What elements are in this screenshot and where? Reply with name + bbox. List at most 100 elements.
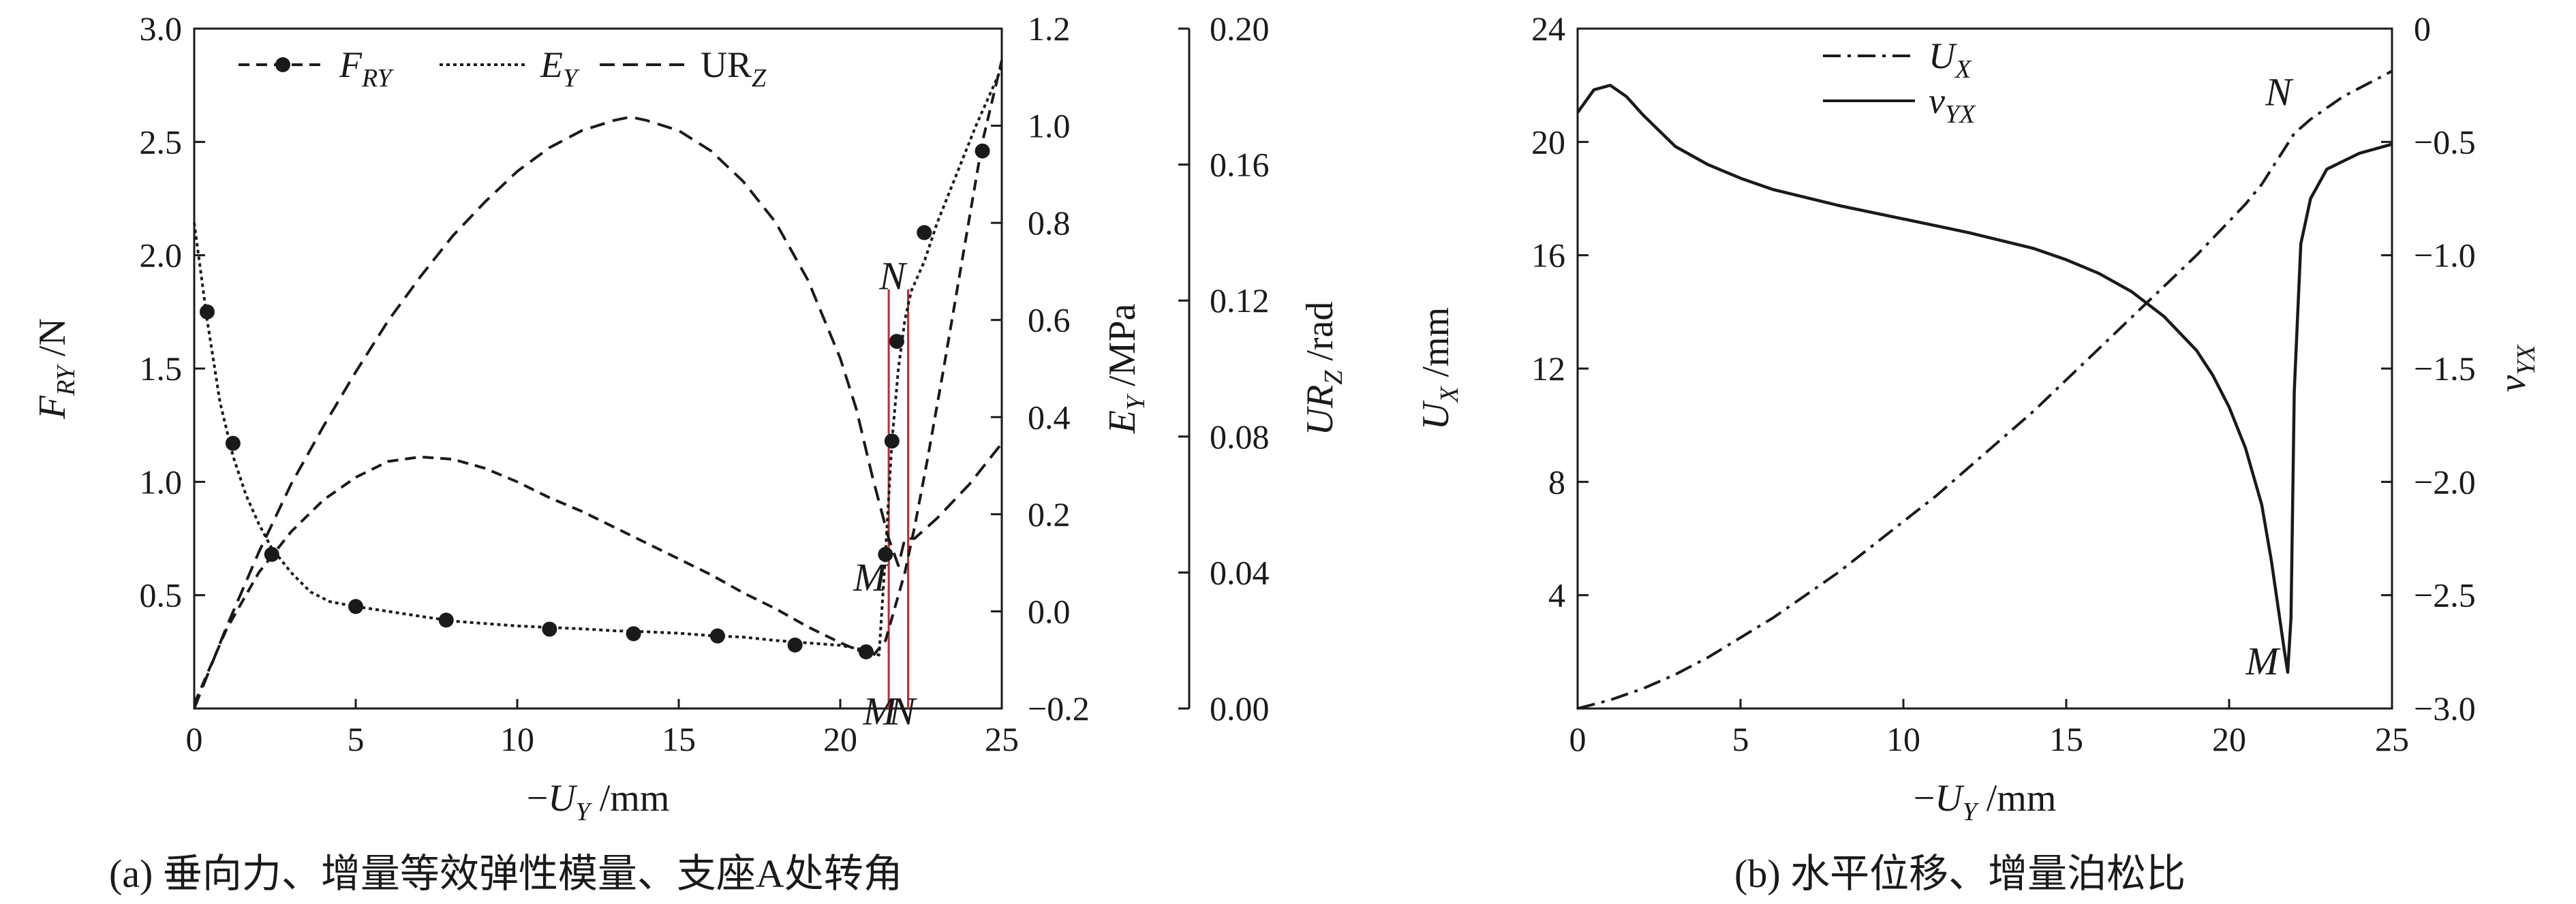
caption-b: (b) 水平位移、增量泊松比 [1734,852,2186,896]
axis-title-V-main: v [2491,375,2534,392]
y-tick-label-E: −0.2 [1028,689,1090,728]
y-tick-label-V: 0 [2414,10,2431,48]
y-tick-label-U: 24 [1531,10,1565,48]
point-annotation-m: M [862,689,898,733]
series-line-f-ry [193,60,1003,705]
axis-title-UR-sub: Z [1319,370,1348,385]
x-axis-title-rest: /mm [1977,777,2057,820]
x-tick-label: 20 [823,720,857,758]
series-marker-f-ry [858,644,874,659]
legend: FRY EY URZ [239,44,767,93]
x-axis-title-sub: Y [1963,798,1980,826]
axis-title-F-rest: /N [31,318,74,366]
y-tick-label-UR: 0.12 [1210,281,1270,319]
legend-label-sub: YX [1945,100,1976,129]
y-tick-label-E: 1.0 [1028,107,1071,145]
series-marker-f-ry [787,637,803,653]
y-tick-label-UR: 0.20 [1210,10,1270,48]
legend-label-main: F [339,44,363,85]
axis-title-E: EY /MPa [1101,304,1150,435]
legend-label-sub: X [1954,55,1972,84]
x-tick-label: 25 [985,720,1019,758]
y-tick-label-E: 0.4 [1028,398,1071,436]
series-marker-f-ry [225,435,241,451]
axis-title-UR-main: UR [1299,385,1341,436]
series-marker-f-ry [889,334,904,349]
axis-title-F-main: F [31,395,74,420]
y-tick-label-V: −1.5 [2414,349,2476,388]
axis-title-V: vYX [2491,344,2541,392]
y-tick-label-U: 12 [1531,349,1565,388]
y-tick-label-UR: 0.08 [1210,418,1270,456]
series-line-v-yx [1576,83,2393,674]
series-marker-f-ry [626,626,641,642]
legend-label-main: UR [701,44,752,85]
x-tick-label: 10 [500,720,534,758]
legend-label-2: URZ [701,44,767,93]
caption-a: (a) 垂向力、增量等效弹性模量、支座A处转角 [109,852,903,896]
x-tick-label: 0 [186,720,203,758]
series-line-e-y [193,67,1003,657]
y-tick-label-V: −1.0 [2414,236,2476,275]
plot-frame [1576,27,2393,710]
x-axis-title: −UY /mm [527,777,670,826]
y-tick-label-U: 8 [1548,463,1565,501]
legend-label-0: FRY [339,44,395,93]
point-annotation-m: M [853,555,888,599]
legend-label-sub: Z [752,64,767,93]
axis-title-U-rest: /mm [1415,307,1457,387]
legend-label-main: E [540,44,563,85]
y-tick-label-E: 0.6 [1028,301,1071,339]
series-marker-f-ry [264,546,279,562]
y-tick-label-V: −3.0 [2414,689,2476,728]
plot-frame [193,27,1003,710]
legend-label-1: vYX [1929,80,1976,129]
axis-title-F-sub: RY [52,363,80,396]
y-tick-label-F: 1.5 [140,349,183,388]
x-tick-label: 10 [1886,720,1920,758]
legend-label-0: UX [1929,35,1972,84]
legend-label-main: U [1929,35,1957,76]
series-line-ur-z [193,115,1003,709]
series-marker-f-ry [542,621,557,637]
y-tick-label-E: 0.2 [1028,495,1071,533]
legend-label-main: v [1929,80,1945,121]
legend-label-1: EY [540,44,580,93]
y-tick-label-U: 20 [1531,123,1565,161]
x-axis-title-rest: /mm [590,777,670,820]
x-tick-label: 25 [2375,720,2409,758]
y-tick-label-UR: 0.04 [1210,553,1270,591]
x-axis-title-sub: Y [576,798,593,826]
x-axis-title-main: U [1935,777,1965,820]
series-marker-f-ry [975,143,990,159]
y-tick-label-U: 16 [1531,236,1565,275]
axis-title-UR-rest: /rad [1299,302,1341,371]
y-tick-label-UR: 0.00 [1210,689,1270,728]
axis-title-F: FRY /N [31,318,80,420]
axis-title-U: UX /mm [1415,307,1464,430]
y-tick-label-F: 2.5 [140,123,183,161]
point-annotation-n: N [2265,69,2294,114]
point-annotation-n: N [878,254,908,298]
y-tick-label-U: 4 [1548,576,1565,614]
series-line-u-x [1577,69,2393,710]
x-axis-title-main: U [548,777,578,820]
y-tick-label-V: −2.5 [2414,576,2476,614]
axis-title-U-sub: X [1435,386,1464,404]
point-annotation-m: M [2245,639,2280,683]
axis-title-E-sub: Y [1122,393,1150,410]
axis-title-E-rest: /MPa [1101,304,1144,396]
y-tick-label-F: 0.5 [140,576,183,614]
x-tick-label: 5 [348,720,365,758]
y-tick-label-UR: 0.16 [1210,146,1270,184]
y-tick-label-E: 1.2 [1028,10,1071,48]
y-tick-label-V: −2.0 [2414,463,2476,501]
y-tick-label-F: 3.0 [140,10,183,48]
x-axis-title-sign: − [527,777,549,820]
y-tick-label-E: 0.0 [1028,592,1071,630]
x-tick-label: 20 [2212,720,2246,758]
y-tick-label-E: 0.8 [1028,204,1071,242]
